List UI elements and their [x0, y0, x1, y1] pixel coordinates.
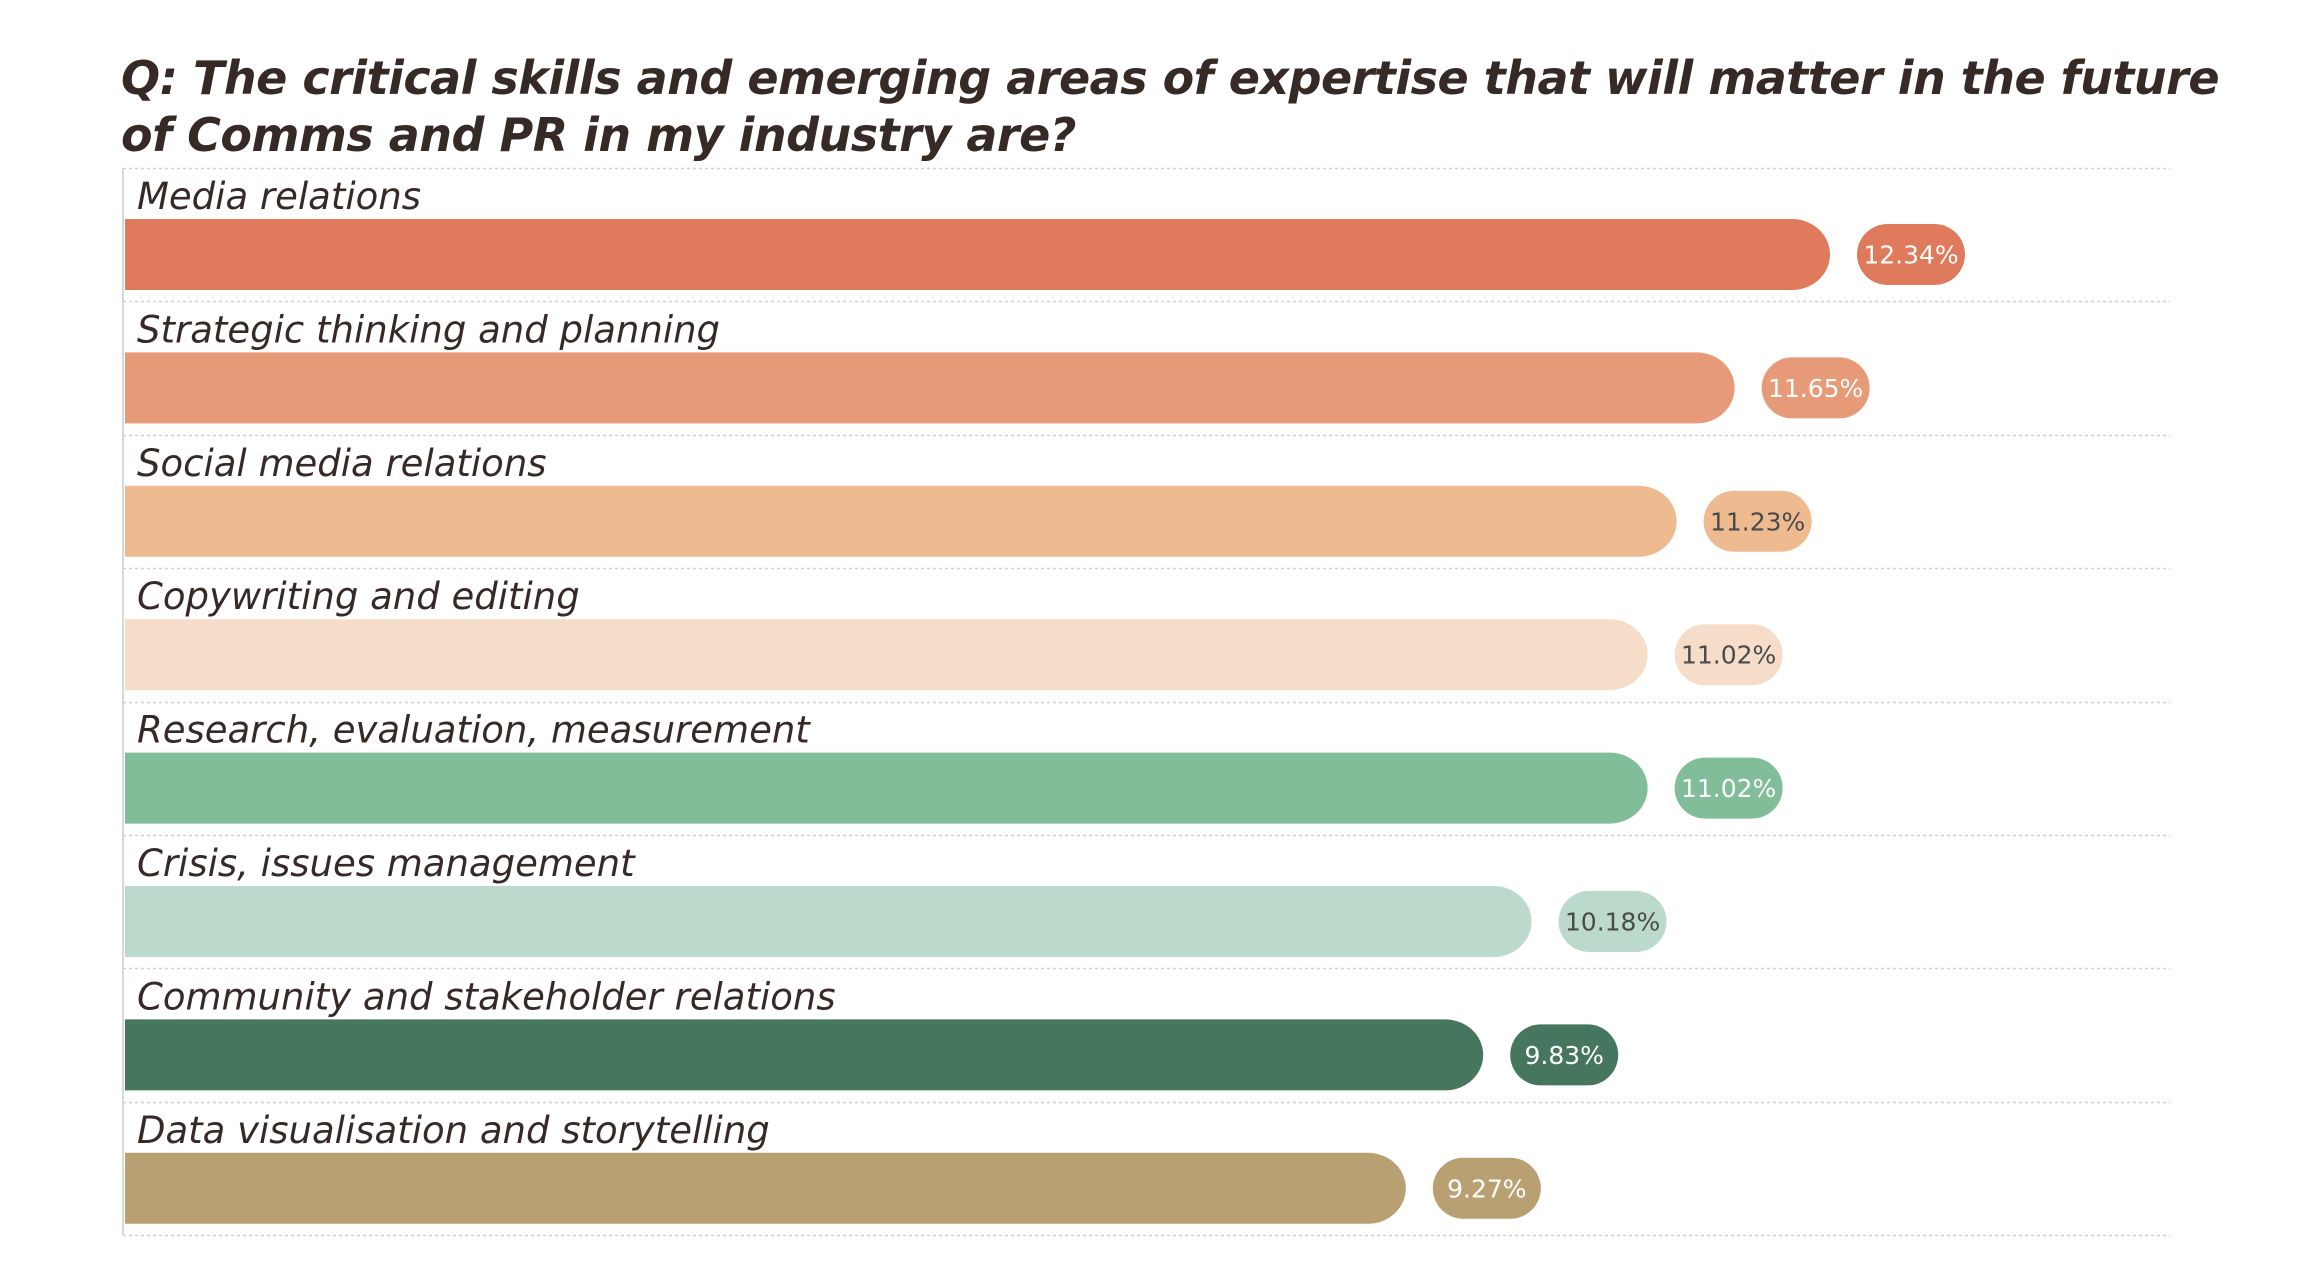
value-label: 9.27% — [1447, 1174, 1526, 1203]
category-label: Media relations — [137, 175, 421, 218]
chart-title: Q: The critical skills and emerging area… — [121, 51, 2220, 162]
value-badge — [1761, 357, 1870, 419]
bar — [125, 219, 1830, 290]
value-badge — [1558, 891, 1667, 952]
bar-row: Copywriting and editing 11.02% — [125, 575, 1783, 691]
bar — [125, 352, 1735, 424]
category-label: Social media relations — [137, 442, 547, 485]
bar-row: Strategic thinking and planning 11.65% — [125, 308, 1870, 424]
value-badge — [1674, 757, 1783, 819]
bar — [125, 1019, 1484, 1091]
category-label: Crisis, issues management — [137, 842, 636, 885]
value-label: 11.23% — [1710, 507, 1805, 536]
category-label: Community and stakeholder relations — [137, 975, 836, 1018]
bar-row: Research, evaluation, measurement 11.02% — [125, 709, 1783, 824]
bar — [125, 619, 1648, 691]
value-badge — [1510, 1024, 1619, 1086]
bar-row: Community and stakeholder relations 9.83% — [125, 975, 1619, 1091]
value-label: 11.02% — [1681, 774, 1776, 803]
category-label: Data visualisation and storytelling — [137, 1109, 770, 1152]
bars: Media relations 12.34% Strategic thinking … — [125, 175, 1965, 1224]
bar-row: Media relations 12.34% — [125, 175, 1965, 290]
category-label: Strategic thinking and planning — [137, 308, 720, 351]
value-label: 11.02% — [1681, 641, 1776, 670]
value-badge — [1857, 224, 1965, 285]
value-label: 12.34% — [1863, 241, 1958, 270]
bar — [125, 485, 1677, 557]
bar-row: Social media relations 11.23% — [125, 442, 1812, 557]
value-label: 11.65% — [1768, 374, 1863, 403]
bar-row: Data visualisation and storytelling 9.27% — [125, 1109, 1541, 1224]
category-label: Copywriting and editing — [137, 575, 580, 618]
category-label: Research, evaluation, measurement — [137, 709, 811, 752]
value-badge — [1703, 490, 1812, 552]
grid-lines — [122, 167, 2170, 1237]
bar — [125, 886, 1532, 957]
value-badge — [1432, 1157, 1541, 1219]
bar — [125, 752, 1648, 824]
value-label: 9.83% — [1524, 1041, 1603, 1070]
bar-row: Crisis, issues management 10.18% — [125, 842, 1667, 957]
value-badge — [1674, 624, 1783, 686]
bar — [125, 1152, 1406, 1224]
value-label: 10.18% — [1565, 908, 1660, 937]
